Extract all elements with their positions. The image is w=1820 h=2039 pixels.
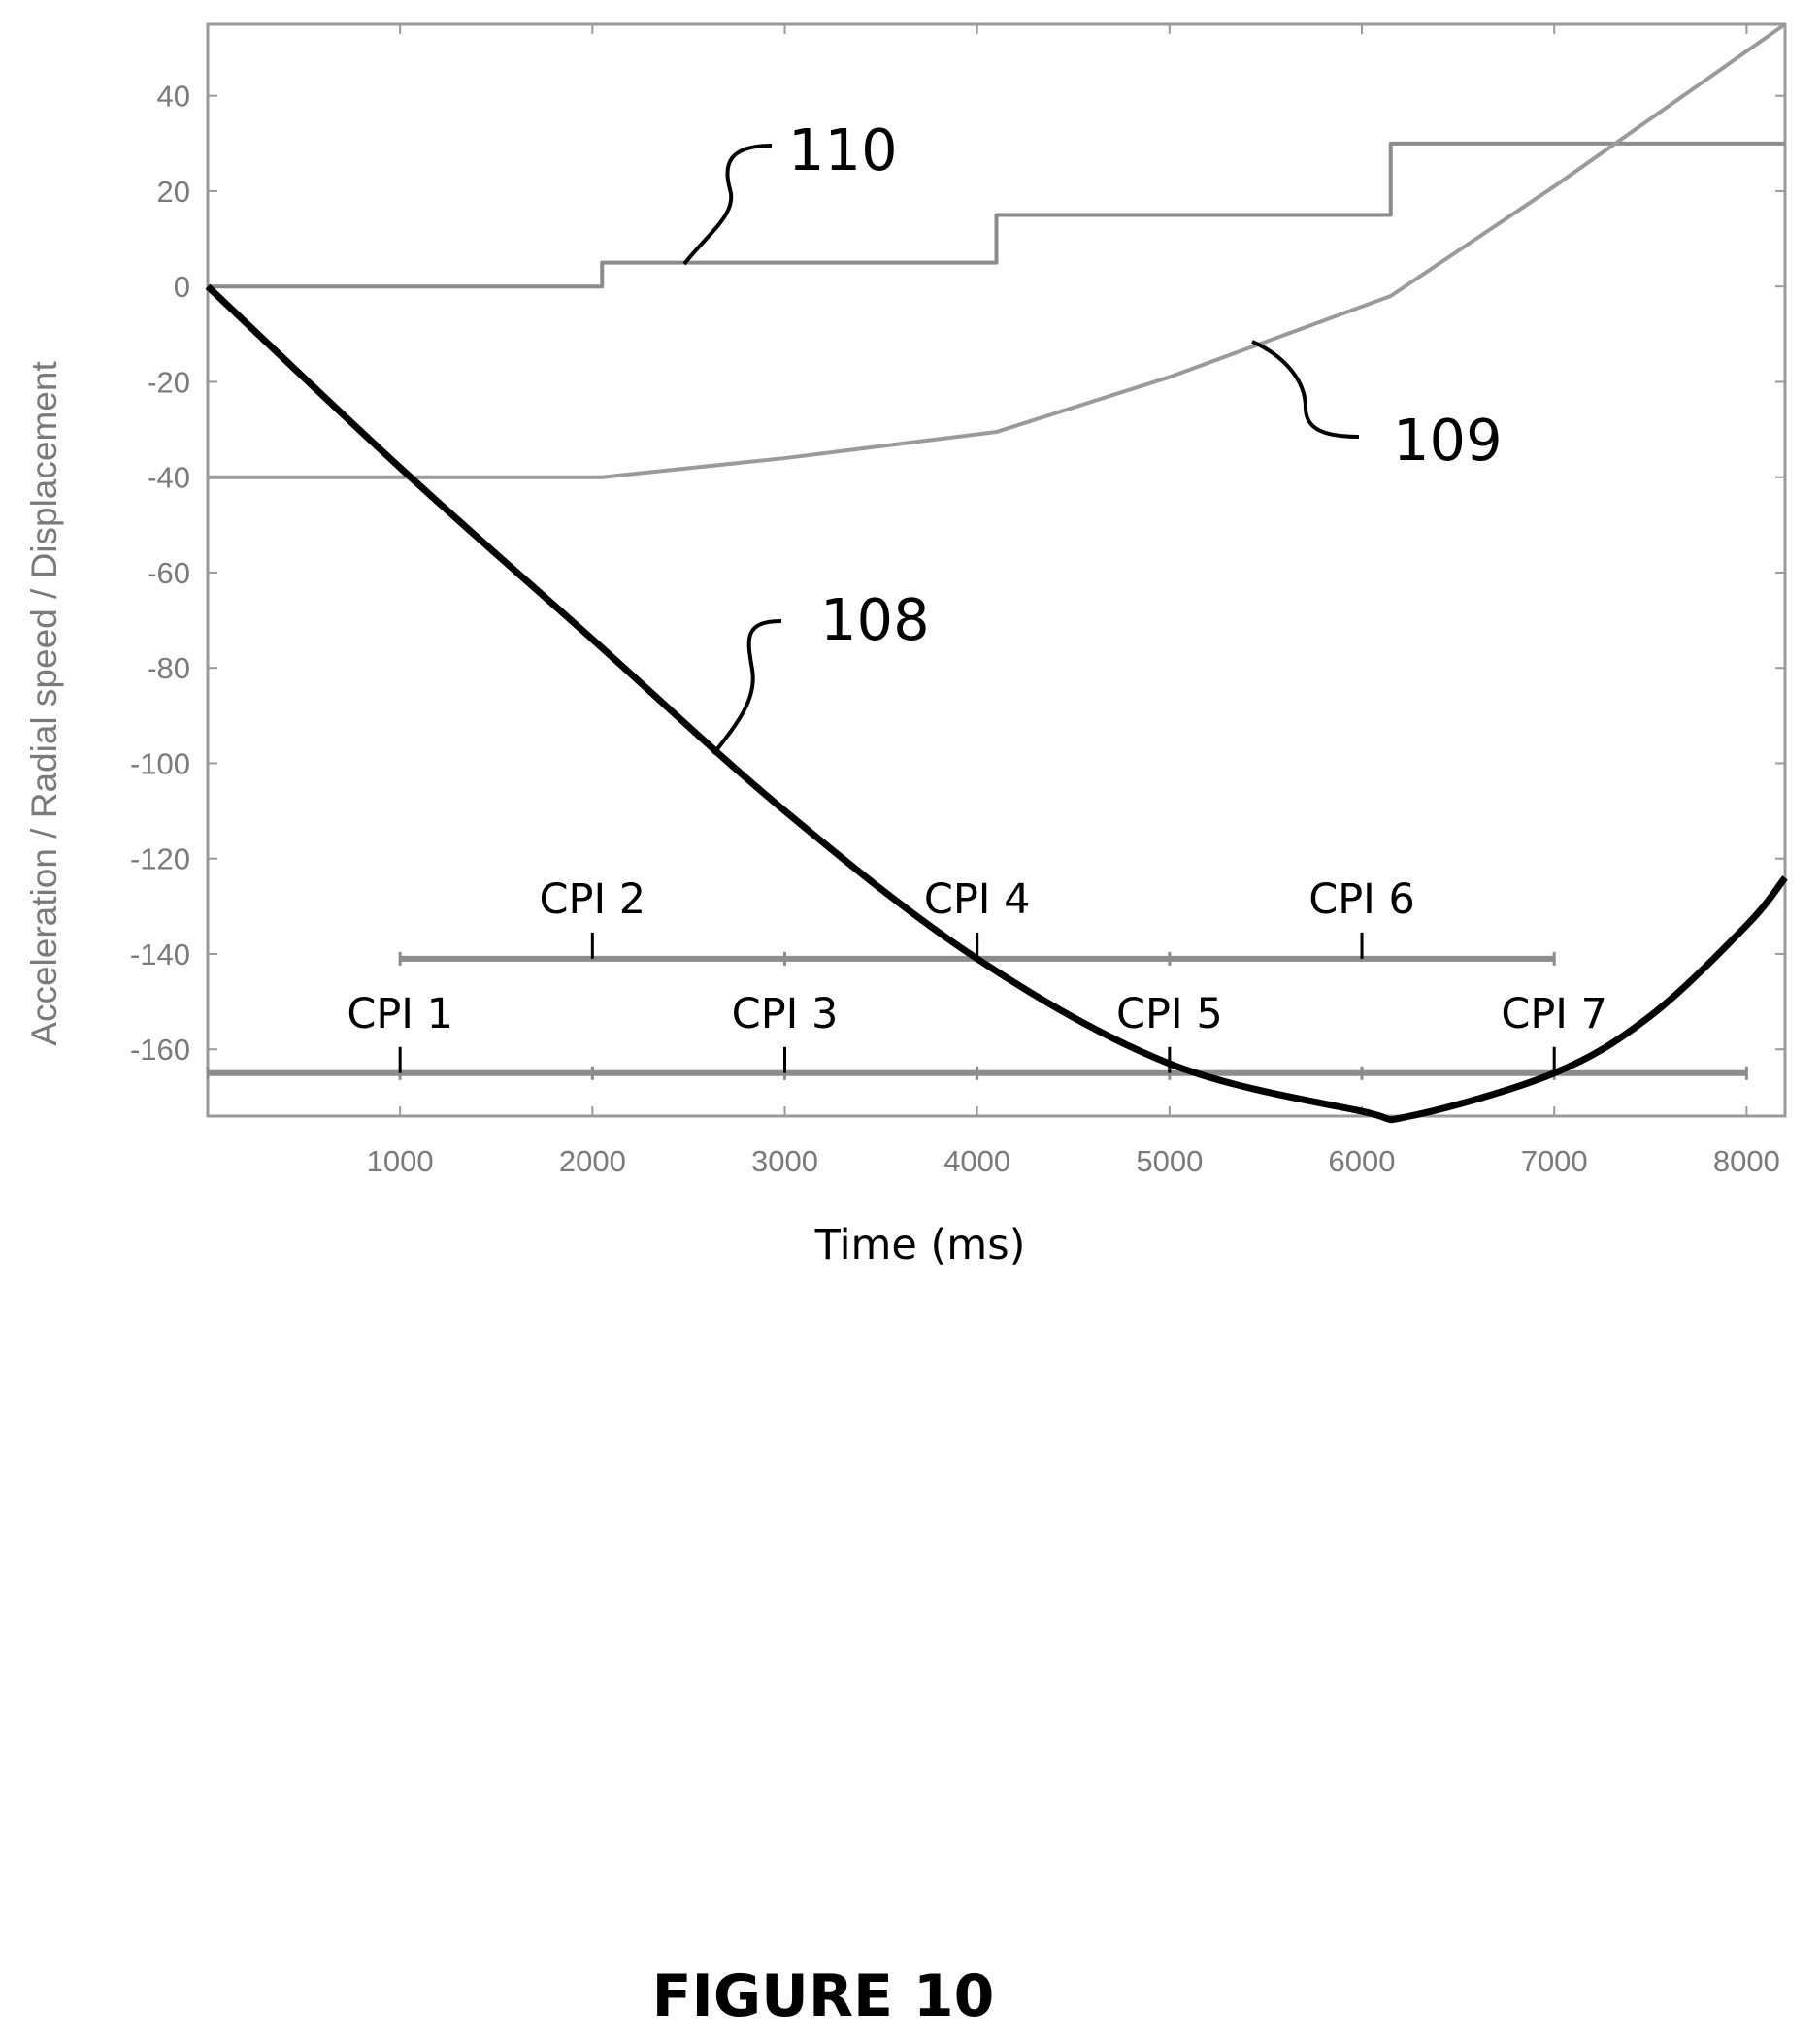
cpi-label: CPI 5 (1116, 990, 1223, 1038)
x-tick-marks (399, 24, 1748, 1116)
plot-frame (206, 22, 1787, 1118)
x-tick-label: 6000 (1329, 1144, 1396, 1178)
y-tick-label: 40 (157, 80, 190, 114)
y-tick-label: -100 (130, 746, 190, 780)
series-line-109 (208, 22, 1787, 479)
x-axis-label: Time (ms) (814, 1221, 1026, 1269)
series-callout-label: 108 (820, 586, 930, 653)
x-tick-label: 7000 (1521, 1144, 1588, 1178)
cpi-label: CPI 4 (924, 875, 1031, 924)
y-tick-label: -60 (147, 556, 190, 590)
y-axis-label: Acceleration / Radial speed / Displaceme… (24, 361, 64, 1046)
y-tick-label: -20 (147, 365, 190, 399)
series-callouts: 110 109 108 (682, 116, 1503, 756)
series-line-110 (208, 141, 1785, 289)
cpi-label: CPI 3 (732, 990, 839, 1038)
x-tick-labels: 1000 2000 3000 4000 5000 6000 7000 8000 (367, 1144, 1780, 1178)
y-tick-label: -140 (130, 937, 190, 971)
x-tick-label: 8000 (1713, 1144, 1780, 1178)
cpi-label: CPI 6 (1308, 875, 1415, 924)
y-tick-label: 20 (157, 175, 190, 209)
series-callout-label: 110 (788, 116, 898, 183)
cpi-label: CPI 2 (540, 875, 646, 924)
figure-caption: FIGURE 10 (652, 1962, 995, 2030)
series-callout-label: 109 (1393, 407, 1503, 474)
callout-leader (1251, 340, 1360, 439)
series-lines (205, 22, 1788, 1124)
y-tick-labels: 40 20 0 -20 -40 -60 -80 -100 -120 -140 -160 (130, 80, 190, 1068)
x-tick-label: 4000 (943, 1144, 1010, 1178)
cpi-label: CPI 1 (347, 990, 453, 1038)
x-tick-label: 5000 (1136, 1144, 1203, 1178)
y-tick-label: -160 (130, 1033, 190, 1067)
y-tick-label: -80 (147, 651, 190, 685)
y-tick-label: 0 (174, 270, 190, 304)
series-line-108 (205, 283, 1788, 1124)
x-tick-label: 3000 (751, 1144, 818, 1178)
callout-leader (682, 144, 773, 266)
cpi-label: CPI 7 (1501, 990, 1607, 1038)
y-tick-label: -120 (130, 842, 190, 876)
callout-leader (711, 619, 782, 756)
x-tick-label: 2000 (559, 1144, 626, 1178)
y-tick-label: -40 (147, 461, 190, 495)
x-tick-label: 1000 (367, 1144, 434, 1178)
cpi-intervals: CPI 1 CPI 3 CPI 5 CPI 7 CPI 2 CPI 4 CPI 6 (206, 875, 1748, 1080)
